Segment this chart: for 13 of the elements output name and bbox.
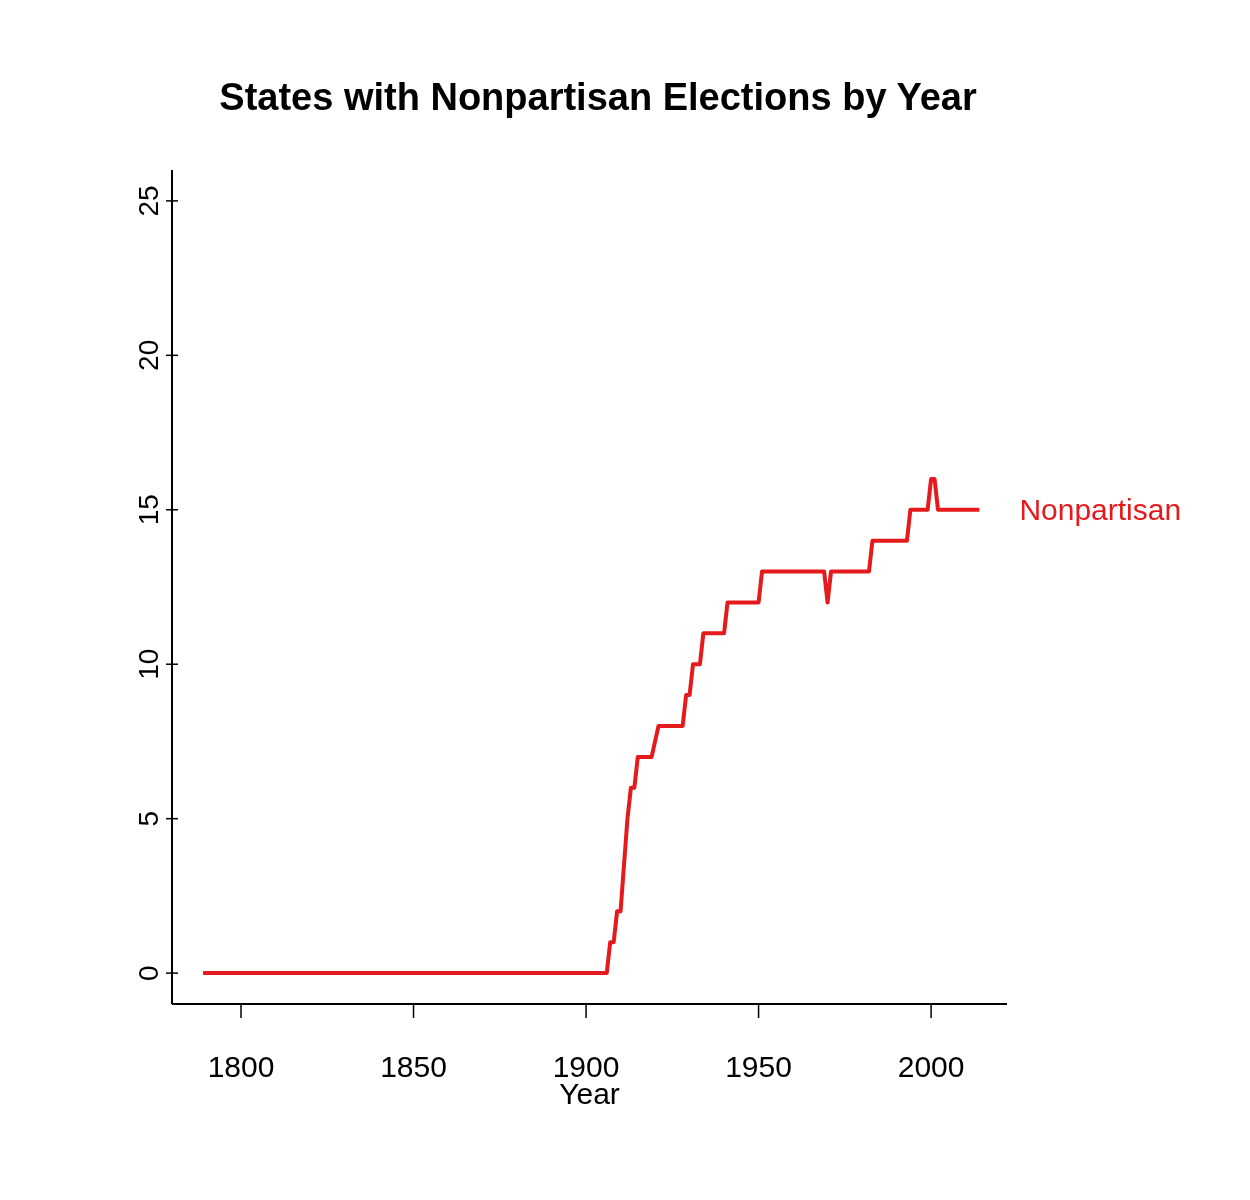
x-tick-label: 1950 <box>725 1050 792 1084</box>
x-tick-label: 1850 <box>380 1050 447 1084</box>
x-tick-label: 2000 <box>897 1050 965 1084</box>
y-tick-label: 10 <box>133 648 164 680</box>
x-tick-label: 1800 <box>207 1050 275 1084</box>
y-tick-label: 0 <box>133 965 164 981</box>
y-tick-label: 20 <box>133 339 164 371</box>
y-tick-label: 25 <box>133 185 164 217</box>
line-series <box>201 476 982 976</box>
chart-title: States with Nonpartisan Elections by Year <box>218 76 978 119</box>
y-tick-label: 15 <box>133 494 164 526</box>
y-tick-label: 5 <box>133 810 164 827</box>
series-label: Nonpartisan <box>1019 492 1182 526</box>
